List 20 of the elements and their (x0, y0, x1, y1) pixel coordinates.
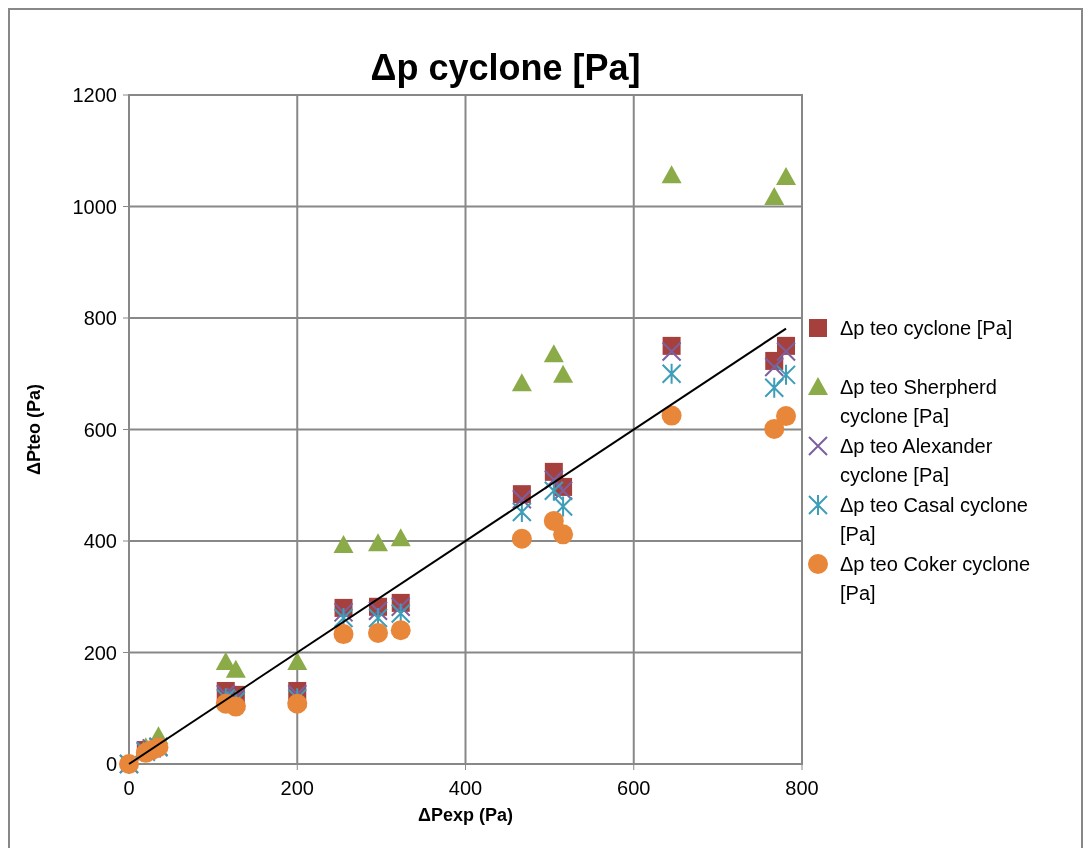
y-axis-title: ΔPteo (Pa) (24, 384, 44, 475)
legend-label: Δp teo Alexander cyclone [Pa] (840, 435, 993, 486)
y-tick-label: 1000 (72, 195, 117, 218)
x-tick-label: 200 (280, 777, 314, 799)
legend-label: Δp teo Casal cyclone [Pa] (840, 494, 1028, 545)
y-tick-label: 600 (83, 418, 117, 441)
x-tick-label: 0 (123, 777, 135, 799)
legend-label: Δp teo cyclone [Pa] (840, 317, 1013, 339)
chart-title: Δp cyclone [Pa] (370, 47, 641, 88)
x-axis-title: ΔPexp (Pa) (418, 805, 513, 825)
x-tick-label: 800 (785, 777, 819, 799)
y-tick-label: 1200 (72, 84, 117, 106)
y-tick-label: 0 (105, 753, 117, 775)
x-tick-label: 600 (617, 777, 651, 799)
y-tick-label: 800 (83, 307, 117, 329)
legend-label: Δp teo Sherpherd cyclone [Pa] (840, 376, 997, 427)
x-tick-label: 400 (448, 777, 483, 799)
legend-label: Δp teo Coker cyclone [Pa] (840, 553, 1031, 604)
y-tick-label: 200 (83, 641, 117, 664)
y-tick-label: 400 (83, 530, 117, 552)
